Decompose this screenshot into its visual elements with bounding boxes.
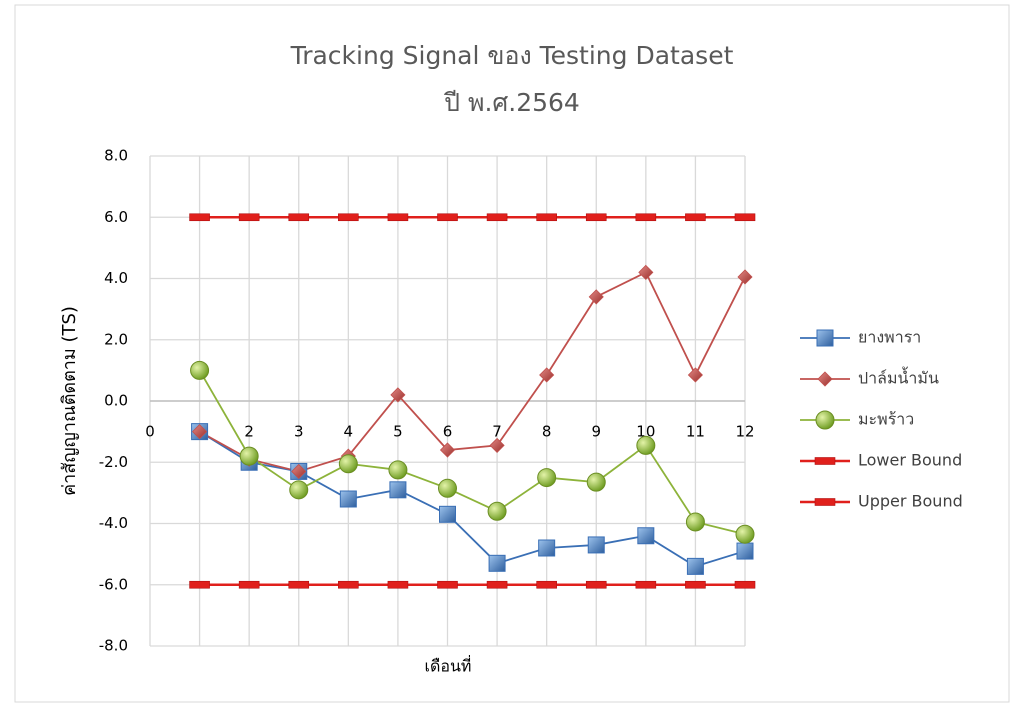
marker xyxy=(437,213,458,222)
marker xyxy=(439,505,456,523)
y-tick-label: -6.0 xyxy=(99,575,128,593)
legend-label: มะพร้าว xyxy=(858,410,914,429)
x-tick-label: 7 xyxy=(492,423,502,441)
marker xyxy=(338,213,359,222)
legend-label: ปาล์มน้ำมัน xyxy=(858,367,939,388)
marker xyxy=(685,213,706,222)
x-tick-label: 9 xyxy=(591,423,601,441)
chart-title: ปี พ.ศ.2564 xyxy=(444,88,580,117)
x-tick-label: 4 xyxy=(344,423,354,441)
marker xyxy=(734,213,756,222)
marker xyxy=(585,580,607,589)
marker xyxy=(737,269,753,285)
y-tick-label: 6.0 xyxy=(104,208,128,226)
y-axis-label: ค่าสัญญาณติดตาม (TS) xyxy=(59,306,80,496)
marker xyxy=(815,410,835,430)
chart-title: Tracking Signal ของ Testing Dataset xyxy=(290,41,734,70)
y-tick-label: 0.0 xyxy=(104,392,128,410)
marker xyxy=(239,446,259,466)
marker xyxy=(487,501,507,521)
y-tick-label: -4.0 xyxy=(99,514,128,532)
marker xyxy=(486,580,508,589)
marker xyxy=(685,580,706,589)
y-tick-label: 2.0 xyxy=(104,330,128,348)
marker xyxy=(238,213,260,222)
marker xyxy=(817,371,833,387)
marker xyxy=(687,367,703,383)
marker xyxy=(736,542,754,560)
marker xyxy=(288,213,310,222)
plot xyxy=(189,213,756,589)
x-tick-label: 11 xyxy=(686,423,705,441)
legend-label: Lower Bound xyxy=(858,451,962,470)
marker xyxy=(638,264,654,280)
x-tick-label: 3 xyxy=(294,423,304,441)
marker xyxy=(587,536,605,554)
marker xyxy=(636,435,656,455)
marker xyxy=(538,539,556,557)
marker xyxy=(192,424,208,440)
marker xyxy=(814,457,836,465)
marker xyxy=(437,580,458,589)
marker xyxy=(489,437,505,453)
marker xyxy=(189,213,210,222)
x-tick-label: 5 xyxy=(393,423,403,441)
x-tick-label: 2 xyxy=(244,423,254,441)
x-tick-label: 0 xyxy=(145,423,155,441)
x-axis-label: เดือนที่ xyxy=(425,655,472,676)
marker xyxy=(238,580,260,589)
y-tick-label: -8.0 xyxy=(99,637,128,655)
marker xyxy=(338,580,359,589)
y-tick-label: 4.0 xyxy=(104,269,128,287)
marker xyxy=(816,329,834,347)
marker xyxy=(439,442,456,458)
marker xyxy=(488,554,506,572)
marker xyxy=(537,468,557,488)
y-tick-label: 8.0 xyxy=(104,147,128,165)
series-line xyxy=(198,369,746,536)
marker xyxy=(635,580,657,589)
marker xyxy=(189,580,210,589)
marker xyxy=(387,213,409,222)
marker xyxy=(288,580,310,589)
marker xyxy=(637,527,655,545)
x-tick-label: 10 xyxy=(636,423,655,441)
marker xyxy=(585,213,607,222)
marker xyxy=(190,360,210,380)
y-tick-label: -2.0 xyxy=(99,453,128,471)
marker xyxy=(734,580,756,589)
marker xyxy=(390,387,406,403)
marker xyxy=(387,580,409,589)
marker xyxy=(735,524,755,544)
marker xyxy=(389,481,407,499)
marker xyxy=(536,580,557,589)
marker xyxy=(486,213,508,222)
marker xyxy=(539,367,555,383)
legend-label: ยางพารา xyxy=(858,328,921,347)
marker xyxy=(339,490,357,508)
x-tick-label: 8 xyxy=(542,423,552,441)
marker xyxy=(338,454,358,474)
x-tick-label: 6 xyxy=(443,423,453,441)
marker xyxy=(814,498,836,506)
marker xyxy=(291,463,307,480)
marker xyxy=(588,289,604,305)
marker xyxy=(686,557,704,575)
marker xyxy=(438,478,457,498)
legend-label: Upper Bound xyxy=(858,492,963,511)
marker xyxy=(635,213,657,222)
marker xyxy=(289,480,309,500)
marker xyxy=(388,460,408,480)
marker xyxy=(536,213,557,222)
x-tick-label: 12 xyxy=(735,423,754,441)
marker xyxy=(685,512,705,532)
marker xyxy=(586,472,606,492)
